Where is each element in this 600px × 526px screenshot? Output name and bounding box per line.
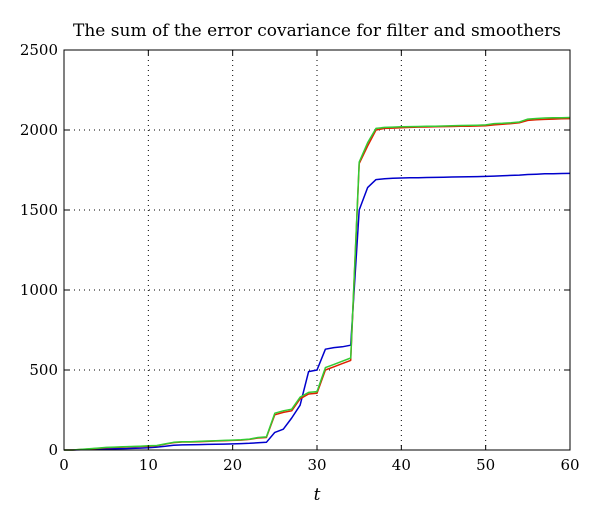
- y-tick-label: 2000: [20, 121, 58, 139]
- y-tick-label: 1500: [20, 201, 58, 219]
- y-tick-label: 2500: [20, 41, 58, 59]
- x-tick-label: 20: [223, 456, 242, 474]
- x-axis-label: t: [314, 485, 321, 505]
- x-tick-label: 60: [560, 456, 579, 474]
- x-tick-label: 40: [392, 456, 411, 474]
- x-tick-label: 0: [59, 456, 69, 474]
- x-tick-label: 50: [476, 456, 495, 474]
- x-tick-label: 10: [139, 456, 158, 474]
- y-tick-label: 1000: [20, 281, 58, 299]
- y-tick-label: 500: [29, 361, 58, 379]
- grid: [64, 50, 570, 450]
- x-tick-label: 30: [307, 456, 326, 474]
- chart-title: The sum of the error covariance for filt…: [73, 21, 561, 41]
- axes-ticks: 0 10 20 30 40 50 60 0 500 1000 1500 2000 2500: [20, 41, 580, 474]
- y-tick-label: 0: [48, 441, 58, 459]
